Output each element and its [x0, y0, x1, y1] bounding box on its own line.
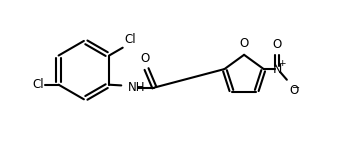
Text: +: + [278, 59, 285, 68]
Text: −: − [292, 83, 300, 93]
Text: O: O [140, 52, 149, 65]
Text: Cl: Cl [124, 33, 136, 46]
Text: O: O [273, 38, 282, 51]
Text: O: O [289, 84, 298, 97]
Text: N: N [273, 63, 282, 76]
Text: O: O [239, 37, 249, 50]
Text: NH: NH [128, 81, 145, 94]
Text: Cl: Cl [32, 78, 44, 91]
